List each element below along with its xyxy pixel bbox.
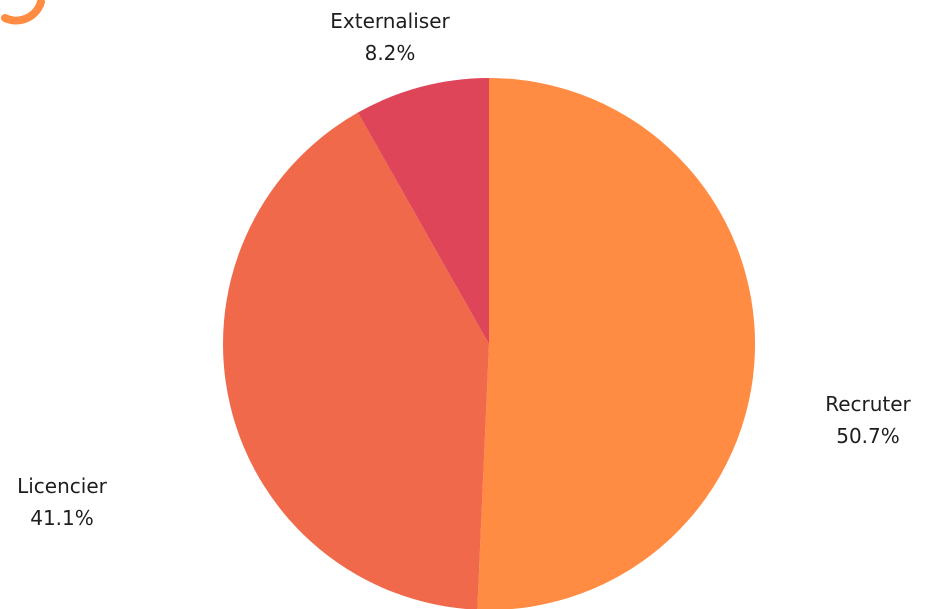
pie-slice-externaliser [357, 78, 489, 344]
slice-value-licencier: 41.1% [30, 506, 94, 530]
pie-slice-licencier [223, 112, 489, 609]
slice-label-recruter: Recruter [825, 392, 911, 416]
slice-label-externaliser: Externaliser [330, 9, 450, 33]
pie-labels: Recruter 50.7% Licencier 41.1% Externaliser 8… [17, 9, 911, 530]
pie-slice-recruter [477, 78, 756, 609]
slice-value-recruter: 50.7% [836, 424, 900, 448]
corner-badge-decoration [1, 0, 45, 25]
slice-value-externaliser: 8.2% [365, 41, 416, 65]
slice-label-licencier: Licencier [17, 474, 108, 498]
pie-slices [223, 78, 756, 609]
